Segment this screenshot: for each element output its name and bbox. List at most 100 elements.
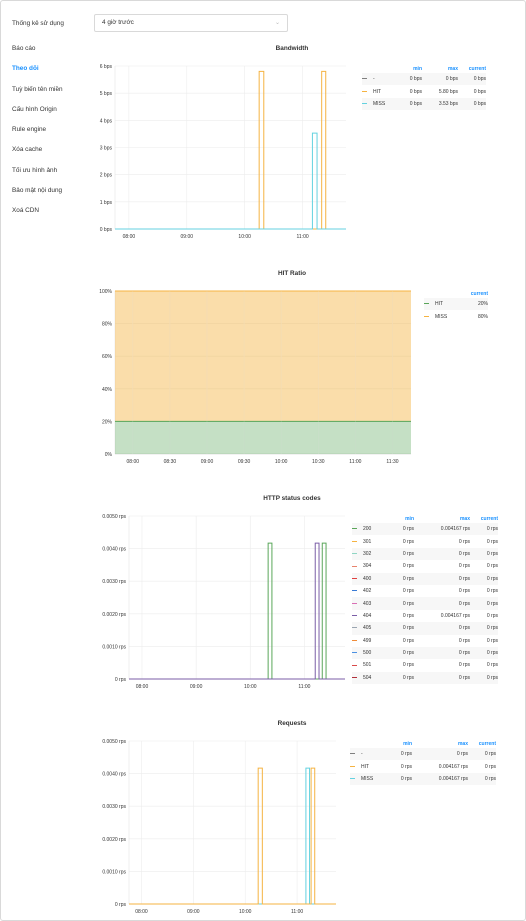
sidebar: Thống kê sử dụng Báo cáo Theo dõi Tuỳ biến …	[12, 18, 98, 226]
legend-row[interactable]: 500 0 rps 0 rps 0 rps	[352, 646, 498, 660]
legend-row[interactable]: 302 0 rps 0 rps 0 rps	[352, 547, 498, 561]
y-tick-label: 0.0020 rps	[102, 837, 126, 843]
x-tick-label: 11:30	[386, 459, 398, 465]
legend-row[interactable]: MISS 0 bps 3.53 bps 0 bps	[362, 97, 486, 111]
legend-value-current: 0 rps	[486, 588, 498, 595]
hit-ratio-chart-title: HIT Ratio	[277, 270, 307, 277]
legend-row[interactable]: HIT 0 bps 5.80 bps 0 bps	[362, 85, 486, 97]
legend-value-max: 0 rps	[414, 646, 470, 660]
series-line-hit	[115, 70, 346, 230]
legend-swatch	[352, 615, 357, 617]
legend-value-max: 0 rps	[414, 547, 470, 561]
legend-swatch	[352, 590, 357, 592]
legend-row[interactable]: MISS 0 rps 0.004167 rps 0 rps	[350, 772, 496, 786]
bandwidth-chart-title: Bandwidth	[275, 45, 309, 52]
legend-series-name: -	[373, 76, 375, 83]
x-tick-label: 11:00	[349, 459, 361, 465]
legend-row[interactable]: 301 0 rps 0 rps 0 rps	[352, 535, 498, 547]
legend-row[interactable]: 504 0 rps 0 rps 0 rps	[352, 671, 498, 685]
legend-row[interactable]: -0 rps 0 rps 0 rps	[350, 748, 496, 761]
x-tick-label: 09:00	[187, 909, 200, 915]
legend-value-min: 0 rps	[392, 622, 414, 635]
legend-row[interactable]: HIT 20%	[424, 298, 488, 311]
y-tick-label: 0.0040 rps	[102, 772, 126, 778]
y-tick-label: 80%	[102, 322, 113, 328]
legend-series-name: 400	[363, 575, 372, 582]
legend-header-max: max	[447, 65, 458, 72]
legend-series-name: 200	[363, 526, 372, 533]
legend-row[interactable]: 304 0 rps 0 rps 0 rps	[352, 560, 498, 572]
legend-value-current: 0 rps	[486, 538, 498, 545]
sidebar-item[interactable]: Thống kê sử dụng	[12, 20, 64, 27]
legend-value-max: 0 rps	[414, 597, 470, 610]
legend-header-min: min	[405, 515, 414, 522]
legend-row[interactable]: 403 0 rps 0 rps 0 rps	[352, 597, 498, 610]
series-line-hit	[129, 767, 336, 905]
legend-value-max: 0 rps	[458, 538, 470, 545]
legend-value-current: 0 rps	[470, 671, 498, 685]
legend-series-name: 403	[363, 600, 372, 607]
legend-value-current: 20%	[460, 298, 488, 311]
sidebar-item[interactable]: Rule engine	[12, 126, 47, 134]
legend-value-min: 0 bps	[402, 97, 422, 111]
legend-value-max: 0.004167 rps	[438, 763, 468, 770]
legend-series-name: HIT	[361, 763, 370, 770]
y-tick-label: 0.0030 rps	[102, 804, 126, 810]
legend-row[interactable]: 402 0 rps 0 rps 0 rps	[352, 585, 498, 597]
y-tick-label: 2 bps	[100, 173, 113, 179]
sidebar-item[interactable]: Cấu hình Origin	[12, 105, 57, 113]
x-tick-label: 08:00	[135, 909, 148, 915]
time-range-select[interactable]: 4 giờ trước ⌄	[94, 14, 288, 32]
legend-swatch	[352, 639, 357, 641]
legend-series-name: MISS	[435, 313, 448, 320]
sidebar-item[interactable]: Bảo mật nội dung	[12, 187, 63, 195]
sidebar-item[interactable]: Theo dõi	[12, 65, 39, 73]
series-line-miss	[115, 132, 346, 230]
legend-value-max: 0.004167 rps	[412, 772, 468, 786]
legend-value-max: 0 rps	[414, 622, 470, 635]
legend-value-current: 0 rps	[468, 772, 496, 786]
x-tick-label: 10:00	[238, 234, 251, 240]
sidebar-item[interactable]: Xoá CDN	[12, 207, 39, 215]
http-status-legend: min max current 200 0 rps 0.004167 rps 0 rps 30…	[352, 514, 498, 685]
legend-value-current: 0 rps	[486, 637, 498, 644]
legend-row[interactable]: HIT 0 rps 0.004167 rps 0 rps	[350, 760, 496, 772]
legend-row[interactable]: 501 0 rps 0 rps 0 rps	[352, 659, 498, 671]
legend-value-current: 0 bps	[458, 73, 486, 86]
time-range-value: 4 giờ trước	[102, 19, 134, 26]
y-tick-label: 0.0010 rps	[102, 644, 126, 650]
legend-value-min: 0 rps	[392, 523, 414, 536]
legend-row[interactable]: 200 0 rps 0.004167 rps 0 rps	[352, 523, 498, 536]
sidebar-item[interactable]: Xóa cache	[12, 146, 43, 154]
legend-value-max: 0 rps	[458, 637, 470, 644]
sidebar-item[interactable]: Báo cáo	[12, 45, 36, 52]
sidebar-item[interactable]: Tối ưu hình ảnh	[12, 166, 58, 174]
legend-row[interactable]: 404 0 rps 0.004167 rps 0 rps	[352, 610, 498, 622]
legend-swatch	[362, 90, 367, 92]
x-tick-label: 10:30	[312, 459, 325, 465]
legend-value-current: 0 rps	[470, 547, 498, 561]
legend-series-name: 499	[363, 637, 372, 644]
legend-swatch	[352, 677, 357, 679]
legend-value-current: 0 rps	[486, 662, 498, 669]
y-tick-label: 0%	[105, 452, 113, 458]
legend-value-current: 0 bps	[473, 88, 486, 95]
legend-header-current: current	[470, 290, 488, 297]
legend-swatch	[352, 540, 357, 542]
legend-header-max: max	[459, 515, 470, 522]
legend-value-min: 0 rps	[402, 563, 414, 570]
series-area-miss	[115, 291, 411, 422]
legend-row[interactable]: -0 bps 0 bps 0 bps	[362, 73, 486, 86]
legend-header-min: min	[413, 65, 422, 72]
legend-header-name	[352, 514, 392, 523]
legend-header-name	[424, 289, 460, 298]
legend-row[interactable]: 400 0 rps 0 rps 0 rps	[352, 572, 498, 585]
y-tick-label: 0.0010 rps	[102, 869, 126, 875]
legend-row[interactable]: MISS 80%	[424, 310, 488, 322]
legend-row[interactable]: 405 0 rps 0 rps 0 rps	[352, 622, 498, 635]
legend-series-name: 301	[363, 538, 372, 545]
legend-value-max: 5.80 bps	[438, 88, 458, 95]
sidebar-item[interactable]: Tuỳ biến tên miền	[12, 85, 63, 93]
legend-row[interactable]: 499 0 rps 0 rps 0 rps	[352, 635, 498, 647]
y-tick-label: 3 bps	[100, 146, 113, 152]
